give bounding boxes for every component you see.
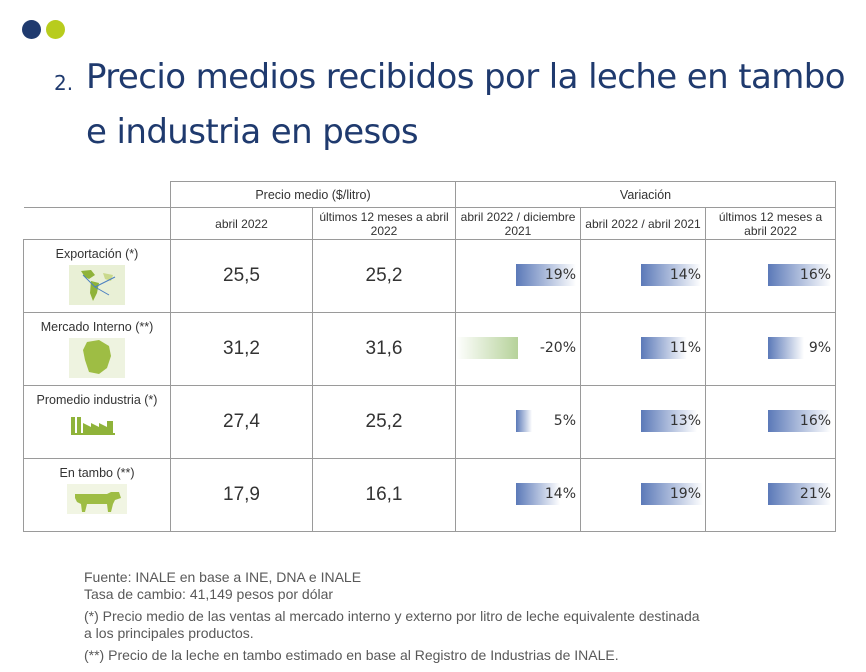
var-dic-cell: 19%	[455, 239, 582, 313]
price-ultimos-12-meses: 31,6	[311, 312, 457, 386]
var-12m-cell: 21%	[705, 458, 837, 532]
variation-bar	[516, 264, 577, 286]
row-label: En tambo (**)	[59, 466, 135, 480]
row-label-cell: Promedio industria (*)	[23, 385, 171, 459]
table-row: Exportación (*) 25,5 25,2 19% 14% 16%	[23, 239, 837, 313]
table-row: Mercado Interno (**) 31,2 31,6 -20% 11% …	[23, 312, 837, 386]
variation-value: 5%	[553, 413, 577, 429]
variation-bar	[641, 264, 702, 286]
source-note: Fuente: INALE en base a INE, DNA e INALE	[84, 569, 362, 585]
price-table: Precio medio ($/litro) Variación abril 2…	[23, 181, 837, 532]
exchange-rate-note: Tasa de cambio: 41,149 pesos por dólar	[84, 586, 334, 602]
slide-number: 2.	[54, 71, 74, 95]
var-12m-cell: 16%	[705, 385, 837, 459]
price-ultimos-12-meses: 16,1	[311, 458, 457, 532]
table-row: En tambo (**) 17,9 16,1 14% 19% 21%	[23, 458, 837, 532]
price-abril-2022: 17,9	[170, 458, 313, 532]
row-label: Promedio industria (*)	[36, 393, 158, 407]
variation-bar	[768, 337, 805, 359]
variation-value: 16%	[799, 413, 832, 429]
subheader-ultimos-12-meses: últimos 12 meses a abril 2022	[311, 207, 457, 240]
var-12m-cell: 16%	[705, 239, 837, 313]
price-abril-2022: 25,5	[170, 239, 313, 313]
variation-bar	[516, 483, 561, 505]
variation-bar	[641, 483, 704, 505]
variation-value: 14%	[669, 267, 702, 283]
variation-bar	[641, 337, 688, 359]
uruguay-map-icon	[69, 338, 125, 378]
corner-cell	[23, 181, 171, 208]
cow-icon	[67, 484, 127, 514]
row-label-cell: En tambo (**)	[23, 458, 171, 532]
lime-dot-icon	[46, 20, 65, 39]
footnotes: Fuente: INALE en base a INE, DNA e INALE…	[84, 569, 700, 664]
variation-value: -20%	[539, 340, 577, 356]
row-label: Mercado Interno (**)	[40, 320, 154, 334]
footnote-export-cont: a los principales productos.	[84, 625, 254, 641]
variation-value: 13%	[669, 413, 702, 429]
row-label: Exportación (*)	[55, 247, 139, 261]
variation-bar	[456, 337, 519, 359]
var-12m-cell: 9%	[705, 312, 837, 386]
row-label-cell: Exportación (*)	[23, 239, 171, 313]
variation-value: 19%	[544, 267, 577, 283]
header-variacion: Variación	[455, 181, 837, 208]
price-ultimos-12-meses: 25,2	[311, 385, 457, 459]
subheader-var-12-meses: últimos 12 meses a abril 2022	[705, 207, 837, 240]
variation-bar	[768, 483, 832, 505]
corner-cell	[23, 207, 171, 240]
world-map-icon	[69, 265, 125, 305]
variation-value: 16%	[799, 267, 832, 283]
row-label-cell: Mercado Interno (**)	[23, 312, 171, 386]
price-abril-2022: 31,2	[170, 312, 313, 386]
subheader-var-dic: abril 2022 / diciembre 2021	[455, 207, 582, 240]
variation-value: 9%	[808, 340, 832, 356]
subheader-abril-2022: abril 2022	[170, 207, 313, 240]
var-abril-cell: 13%	[580, 385, 707, 459]
variation-bar	[768, 264, 832, 286]
variation-value: 14%	[544, 486, 577, 502]
subheader-var-abril: abril 2022 / abril 2021	[580, 207, 707, 240]
variation-value: 19%	[669, 486, 702, 502]
variation-bar	[516, 410, 533, 432]
var-dic-cell: 14%	[455, 458, 582, 532]
footnote-export: (*) Precio medio de las ventas al mercad…	[84, 608, 700, 624]
blue-dot-icon	[22, 20, 41, 39]
price-ultimos-12-meses: 25,2	[311, 239, 457, 313]
var-abril-cell: 14%	[580, 239, 707, 313]
price-abril-2022: 27,4	[170, 385, 313, 459]
var-abril-cell: 11%	[580, 312, 707, 386]
variation-bar	[768, 410, 832, 432]
variation-value: 11%	[669, 340, 702, 356]
var-abril-cell: 19%	[580, 458, 707, 532]
factory-icon	[71, 417, 115, 435]
footnote-tambo: (**) Precio de la leche en tambo estimad…	[84, 647, 619, 663]
var-dic-cell: 5%	[455, 385, 582, 459]
var-dic-cell: -20%	[455, 312, 582, 386]
slide-title: Precio medios recibidos por la leche en …	[86, 57, 846, 152]
variation-bar	[641, 410, 698, 432]
header-precio-medio: Precio medio ($/litro)	[169, 181, 457, 208]
variation-value: 21%	[799, 486, 832, 502]
table-row: Promedio industria (*) 27,4 25,2 5% 13% …	[23, 385, 837, 459]
